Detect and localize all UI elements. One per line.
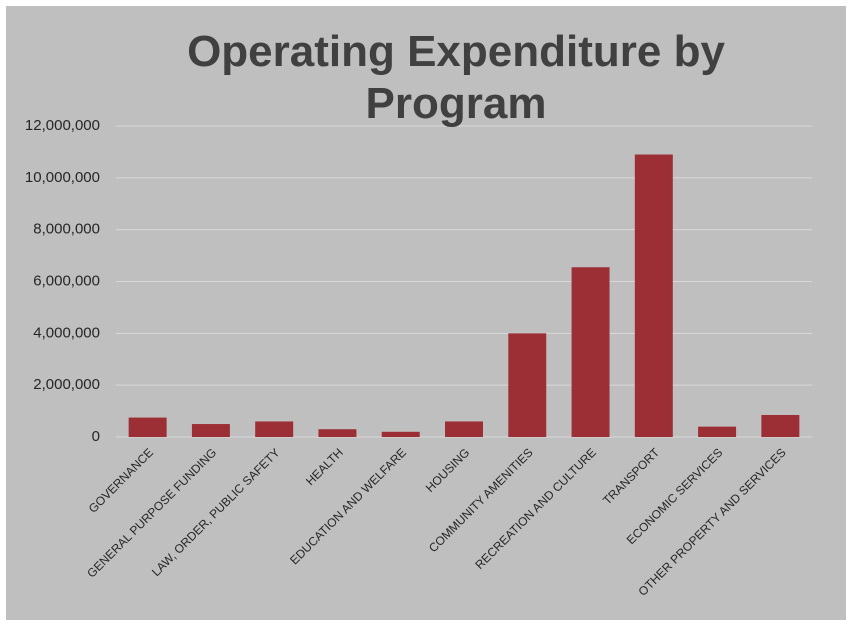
bar xyxy=(191,424,230,437)
bar xyxy=(128,417,167,437)
bar xyxy=(761,414,800,437)
x-tick-label: LAW, ORDER, PUBLIC SAFETY xyxy=(149,445,283,579)
x-tick-label: COMMUNITY AMENITIES xyxy=(426,445,536,555)
x-tick-label: GENERAL PURPOSE FUNDING xyxy=(84,445,219,580)
chart-title: Operating Expenditure by Program xyxy=(187,27,725,128)
bar xyxy=(698,426,737,437)
bar xyxy=(508,333,547,437)
x-tick-label: RECREATION AND CULTURE xyxy=(472,445,599,572)
bar xyxy=(571,267,610,437)
y-tick-label: 10,000,000 xyxy=(25,169,100,186)
y-tick-label: 12,000,000 xyxy=(25,117,100,134)
bar xyxy=(318,429,357,437)
bar xyxy=(381,431,420,437)
x-tick-label: EDUCATION AND WELFARE xyxy=(287,445,409,567)
bar xyxy=(634,154,673,437)
chart-background xyxy=(6,6,846,620)
bar xyxy=(445,421,483,437)
x-tick-label: HEALTH xyxy=(303,445,346,488)
x-tick-label: TRANSPORT xyxy=(600,445,663,508)
x-tick-label: GOVERNANCE xyxy=(86,445,156,515)
y-tick-label: 8,000,000 xyxy=(33,221,100,238)
y-tick-label: 2,000,000 xyxy=(33,376,100,393)
x-tick-label: HOUSING xyxy=(423,445,473,495)
y-tick-label: 6,000,000 xyxy=(33,272,100,289)
y-tick-label: 0 xyxy=(92,428,100,445)
y-tick-label: 4,000,000 xyxy=(33,324,100,341)
bar xyxy=(255,421,294,437)
